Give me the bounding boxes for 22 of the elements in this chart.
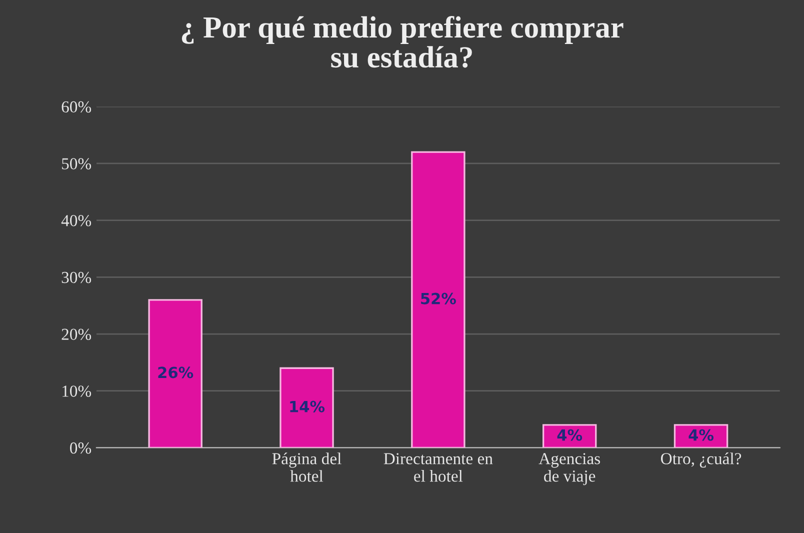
y-tick-label: 20% [62,328,92,340]
y-tick-label: 60% [62,101,92,113]
bar [148,299,202,448]
y-tick-label: 50% [62,158,92,170]
data-label: 4% [688,429,714,441]
x-tick-label: Página del hotel [272,452,342,482]
bar [411,151,466,448]
bar [542,424,597,448]
y-tick-label: 10% [62,386,92,397]
data-label: 4% [557,429,582,441]
data-label: 52% [421,292,456,304]
y-tick-label: 30% [62,272,92,284]
bar [280,367,334,448]
data-label: 14% [290,400,325,412]
x-tick-label: Agencias de viaje [538,453,600,486]
chart-title: ¿ Por qué medio prefiere comprar su estadía? [182,16,624,68]
x-tick-label: Otro, ¿cuál? [660,452,742,468]
data-label: 26% [158,366,194,378]
x-tick-label: Directamente en el hotel [384,453,493,482]
bar [674,424,728,448]
y-tick-label: 40% [61,215,92,226]
y-tick-label: 0% [70,442,92,454]
